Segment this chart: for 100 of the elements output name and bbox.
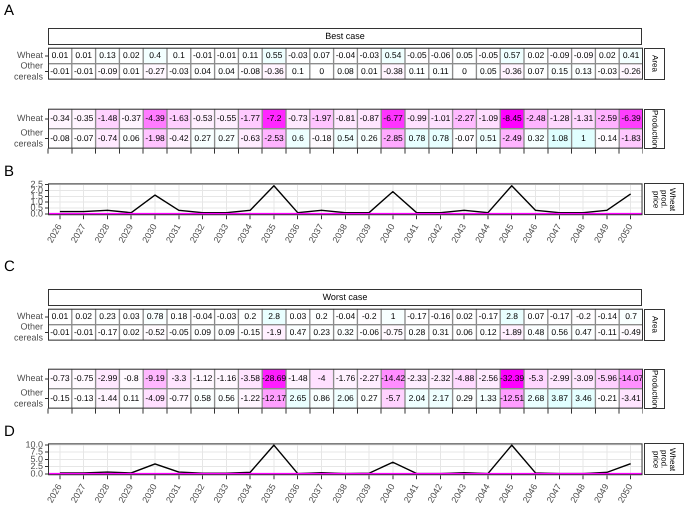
data-label: 0.03 xyxy=(290,311,306,322)
y-tick-label: Wheat xyxy=(16,50,44,60)
data-label: -4.88 xyxy=(454,373,474,384)
data-label: 0.56 xyxy=(551,326,568,337)
data-label: -0.05 xyxy=(169,326,189,337)
data-label: -2.27 xyxy=(360,373,380,384)
data-label: 0 xyxy=(319,66,324,76)
data-label: -1.77 xyxy=(240,113,260,124)
data-label: -0.55 xyxy=(216,113,236,124)
data-label: -0.36 xyxy=(502,66,522,76)
data-label: -0.04 xyxy=(336,50,356,60)
data-label: -1.76 xyxy=(336,373,356,384)
data-label: 0.26 xyxy=(361,132,378,143)
y2-axis-title: Production xyxy=(644,368,665,409)
data-label: 0 xyxy=(462,66,468,76)
data-label: 0.41 xyxy=(622,50,640,60)
data-label: -0.15 xyxy=(240,326,260,337)
data-label: 0.6 xyxy=(292,132,304,143)
data-label: 0.09 xyxy=(194,326,212,337)
y-tick-label: Wheat xyxy=(16,311,44,322)
data-label: 0.01 xyxy=(123,66,140,76)
data-label: -0.13 xyxy=(74,392,94,403)
data-label: 0.48 xyxy=(528,326,544,337)
data-label: -0.75 xyxy=(383,326,404,337)
data-label: 0.27 xyxy=(194,132,212,143)
data-label: -0.17 xyxy=(407,311,427,322)
data-label: 0.02 xyxy=(123,326,140,337)
data-label: -5.3 xyxy=(528,373,544,384)
data-label: 0.78 xyxy=(146,311,164,322)
data-label: -6.77 xyxy=(383,113,404,124)
data-label: 0.11 xyxy=(123,392,140,403)
data-label: -0.75 xyxy=(74,373,94,384)
data-label: -2.49 xyxy=(502,132,522,143)
data-label: -0.14 xyxy=(598,132,618,143)
data-label: -0.03 xyxy=(288,50,308,60)
data-label: 0.11 xyxy=(432,66,449,76)
data-label: -4 xyxy=(318,373,326,384)
data-label: -0.08 xyxy=(50,132,70,143)
data-label: -0.06 xyxy=(431,50,451,60)
data-label: 0.02 xyxy=(599,50,616,60)
data-label: 1.33 xyxy=(480,392,497,403)
data-label: 0.78 xyxy=(432,132,450,143)
data-label: -28.69 xyxy=(262,373,286,384)
y2-axis-title: Wheat prod. price xyxy=(644,443,684,476)
data-label: -0.01 xyxy=(193,50,213,60)
data-label: 2.06 xyxy=(337,392,354,403)
data-label: -0.05 xyxy=(407,50,427,60)
data-label: 0.23 xyxy=(313,326,330,337)
data-label: 0.13 xyxy=(99,50,116,60)
data-label: -0.77 xyxy=(169,392,189,403)
data-label: 0.31 xyxy=(432,326,450,337)
data-label: -2.59 xyxy=(598,113,618,124)
data-label: 1 xyxy=(390,311,396,322)
data-label: -0.38 xyxy=(383,66,404,76)
data-label: -1.44 xyxy=(98,392,118,403)
data-label: -32.39 xyxy=(500,373,524,384)
data-label: 0.86 xyxy=(313,392,330,403)
data-label: 0.01 xyxy=(52,311,68,322)
data-label: -0.2 xyxy=(362,311,377,322)
y-tick-label: Other cereals xyxy=(14,128,44,149)
data-label: 0.04 xyxy=(218,66,236,76)
y-tick-label: Wheat xyxy=(16,373,44,384)
data-label: -2.48 xyxy=(526,113,546,124)
data-label: -7.2 xyxy=(266,113,282,124)
data-label: 0.29 xyxy=(456,392,474,403)
y2-axis-title: Production xyxy=(644,108,665,149)
data-label: -5.96 xyxy=(598,373,618,384)
data-label: -0.08 xyxy=(240,66,260,76)
data-label: -0.03 xyxy=(360,50,380,60)
data-label: 0.54 xyxy=(384,50,402,60)
data-label: 0.11 xyxy=(408,66,426,76)
data-label: 0.12 xyxy=(480,326,497,337)
data-label: -0.63 xyxy=(240,132,260,143)
data-label: -2.32 xyxy=(431,373,451,384)
data-label: -0.01 xyxy=(216,50,236,60)
text: B xyxy=(4,163,14,180)
data-label: 2.8 xyxy=(268,311,280,322)
data-label: 0.01 xyxy=(361,66,378,76)
data-label: -4.39 xyxy=(145,113,166,124)
data-label: -1.97 xyxy=(312,113,332,124)
data-label: 0.18 xyxy=(170,311,188,322)
y2-axis-title: Area xyxy=(644,308,665,341)
data-label: -0.07 xyxy=(454,132,474,143)
data-label: 1 xyxy=(581,132,586,143)
data-label: -0.03 xyxy=(169,66,189,76)
data-label: 0.23 xyxy=(99,311,116,322)
data-label: -3.09 xyxy=(574,373,594,384)
data-label: 0.02 xyxy=(123,50,140,60)
data-label: 0.57 xyxy=(504,50,521,60)
data-label: 2.65 xyxy=(290,392,306,403)
data-label: 0.03 xyxy=(123,311,140,322)
data-label: 2.8 xyxy=(506,311,518,322)
data-label: -1.22 xyxy=(240,392,260,403)
data-label: 0.02 xyxy=(456,311,474,322)
data-label: 0.07 xyxy=(313,50,330,60)
data-label: 0.27 xyxy=(361,392,378,403)
data-label: 0.02 xyxy=(528,50,544,60)
data-label: 0.78 xyxy=(408,132,426,143)
data-label: -0.09 xyxy=(574,50,594,60)
data-label: 0.2 xyxy=(244,311,256,322)
